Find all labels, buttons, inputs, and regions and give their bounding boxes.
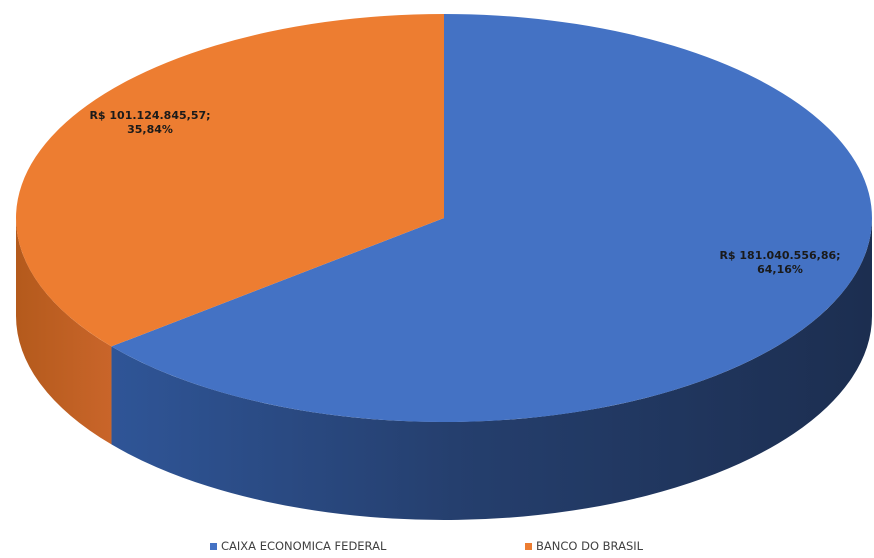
data-label-caixa: R$ 181.040.556,86; 64,16% [700,249,860,277]
chart-legend: CAIXA ECONOMICA FEDERAL BANCO DO BRASIL [0,539,874,557]
data-label-caixa-value: R$ 181.040.556,86; [719,249,841,262]
legend-item-banco-do-brasil: BANCO DO BRASIL [525,539,643,553]
data-label-caixa-percent: 64,16% [757,263,803,276]
data-label-banco-do-brasil: R$ 101.124.845,57; 35,84% [70,109,230,137]
pie-slice-banco-do-brasil [15,14,445,347]
legend-item-caixa: CAIXA ECONOMICA FEDERAL [210,539,386,553]
legend-label-caixa: CAIXA ECONOMICA FEDERAL [221,539,387,553]
data-label-bb-percent: 35,84% [127,123,173,136]
pie-side-banco-do-brasil [16,218,112,445]
pie-side-caixa [111,218,872,520]
legend-swatch-caixa [210,542,217,550]
pie-slice-caixa [111,14,872,422]
legend-label-bb: BANCO DO BRASIL [536,539,644,553]
legend-swatch-banco-do-brasil [525,542,532,550]
data-label-bb-value: R$ 101.124.845,57; [89,109,211,122]
